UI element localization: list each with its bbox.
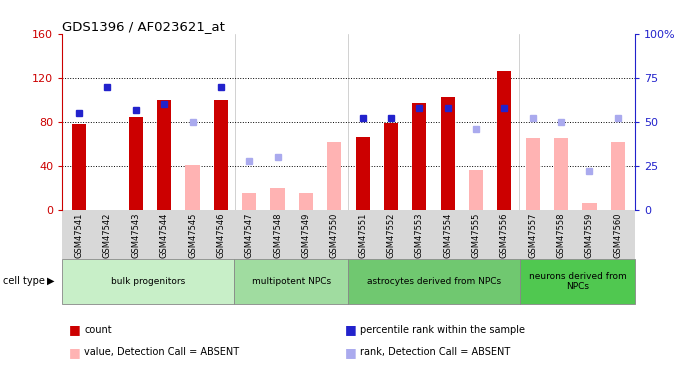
Bar [412, 103, 426, 210]
Text: astrocytes derived from NPCs: astrocytes derived from NPCs [367, 277, 502, 286]
Bar [327, 142, 342, 210]
Bar [214, 100, 228, 210]
Text: rank, Detection Call = ABSENT: rank, Detection Call = ABSENT [360, 348, 511, 357]
Bar [157, 100, 171, 210]
Text: ■: ■ [69, 324, 81, 336]
Text: count: count [84, 325, 112, 335]
Bar [582, 203, 597, 210]
Text: bulk progenitors: bulk progenitors [111, 277, 185, 286]
Bar [186, 165, 199, 210]
Text: cell type: cell type [3, 276, 46, 286]
Bar [441, 96, 455, 210]
Bar [384, 123, 398, 210]
Text: value, Detection Call = ABSENT: value, Detection Call = ABSENT [84, 348, 239, 357]
Text: neurons derived from
NPCs: neurons derived from NPCs [529, 272, 627, 291]
Text: ■: ■ [345, 346, 357, 359]
Bar [270, 188, 285, 210]
Text: percentile rank within the sample: percentile rank within the sample [360, 325, 525, 335]
Text: ■: ■ [345, 324, 357, 336]
Bar [497, 71, 511, 210]
Bar [242, 194, 256, 210]
Bar [554, 138, 568, 210]
Text: ▶: ▶ [47, 276, 55, 286]
Bar [355, 137, 370, 210]
Bar [611, 142, 625, 210]
Text: ■: ■ [69, 346, 81, 359]
Bar [299, 194, 313, 210]
Bar [72, 124, 86, 210]
Text: multipotent NPCs: multipotent NPCs [252, 277, 331, 286]
Text: GDS1396 / AF023621_at: GDS1396 / AF023621_at [62, 20, 225, 33]
Bar [526, 138, 540, 210]
Bar [469, 170, 483, 210]
Bar [129, 117, 143, 210]
